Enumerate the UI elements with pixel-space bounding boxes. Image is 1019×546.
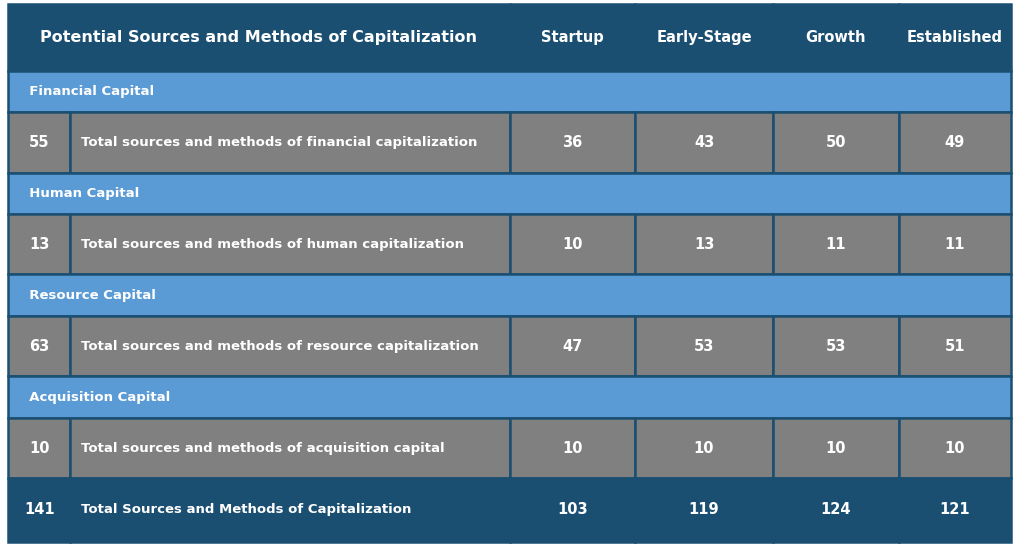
Bar — [635, 316, 773, 376]
Text: 119: 119 — [689, 502, 719, 518]
Bar — [70, 418, 510, 478]
Text: 36: 36 — [562, 135, 582, 150]
Text: 50: 50 — [825, 135, 846, 150]
Text: 10: 10 — [29, 441, 50, 455]
Text: 10: 10 — [694, 441, 714, 455]
Text: 49: 49 — [945, 135, 965, 150]
Text: 10: 10 — [561, 441, 583, 455]
Text: Growth: Growth — [806, 30, 866, 45]
Bar — [70, 112, 510, 173]
Text: 43: 43 — [694, 135, 714, 150]
Text: 13: 13 — [694, 237, 714, 252]
Bar — [8, 376, 1011, 418]
Bar — [8, 275, 1011, 316]
Text: 121: 121 — [940, 502, 970, 518]
Bar — [8, 70, 1011, 112]
Bar — [635, 112, 773, 173]
Bar — [635, 4, 773, 70]
Bar — [510, 214, 635, 275]
Bar — [70, 478, 510, 542]
Bar — [8, 112, 70, 173]
Bar — [635, 478, 773, 542]
Text: Human Capital: Human Capital — [20, 187, 140, 200]
Text: Established: Established — [907, 30, 1003, 45]
Text: 55: 55 — [29, 135, 50, 150]
Bar — [510, 4, 635, 70]
Bar — [8, 4, 510, 70]
Text: 63: 63 — [30, 339, 49, 354]
Text: Early-Stage: Early-Stage — [656, 30, 752, 45]
Bar — [8, 173, 1011, 214]
Bar — [773, 316, 899, 376]
Bar — [773, 478, 899, 542]
Text: 53: 53 — [694, 339, 714, 354]
Bar — [8, 478, 70, 542]
Bar — [70, 214, 510, 275]
Bar — [773, 4, 899, 70]
Text: Total Sources and Methods of Capitalization: Total Sources and Methods of Capitalizat… — [81, 503, 411, 517]
Bar — [510, 418, 635, 478]
Text: Total sources and methods of acquisition capital: Total sources and methods of acquisition… — [81, 442, 444, 455]
Text: 13: 13 — [30, 237, 50, 252]
Bar — [635, 418, 773, 478]
Text: 11: 11 — [945, 237, 965, 252]
Bar — [8, 214, 70, 275]
Bar — [635, 214, 773, 275]
Text: Total sources and methods of financial capitalization: Total sources and methods of financial c… — [81, 136, 477, 149]
Text: 124: 124 — [820, 502, 851, 518]
Text: 103: 103 — [556, 502, 588, 518]
Text: Acquisition Capital: Acquisition Capital — [20, 390, 170, 403]
Bar — [899, 4, 1011, 70]
Bar — [70, 316, 510, 376]
Text: 51: 51 — [945, 339, 965, 354]
Bar — [8, 316, 70, 376]
Text: Startup: Startup — [541, 30, 603, 45]
Text: 53: 53 — [825, 339, 846, 354]
Text: Total sources and methods of human capitalization: Total sources and methods of human capit… — [81, 238, 464, 251]
Bar — [773, 418, 899, 478]
Bar — [510, 478, 635, 542]
Bar — [899, 316, 1011, 376]
Bar — [773, 112, 899, 173]
Bar — [773, 214, 899, 275]
Text: Total sources and methods of resource capitalization: Total sources and methods of resource ca… — [81, 340, 478, 353]
Bar — [899, 214, 1011, 275]
Text: Financial Capital: Financial Capital — [20, 85, 155, 98]
Text: Resource Capital: Resource Capital — [20, 289, 156, 302]
Text: 47: 47 — [562, 339, 582, 354]
Bar — [510, 316, 635, 376]
Bar — [510, 112, 635, 173]
Bar — [8, 418, 70, 478]
Text: 10: 10 — [945, 441, 965, 455]
Bar — [899, 418, 1011, 478]
Bar — [899, 478, 1011, 542]
Bar — [899, 112, 1011, 173]
Text: Potential Sources and Methods of Capitalization: Potential Sources and Methods of Capital… — [41, 30, 477, 45]
Text: 11: 11 — [825, 237, 846, 252]
Text: 10: 10 — [561, 237, 583, 252]
Text: 10: 10 — [825, 441, 846, 455]
Text: 141: 141 — [23, 502, 55, 518]
